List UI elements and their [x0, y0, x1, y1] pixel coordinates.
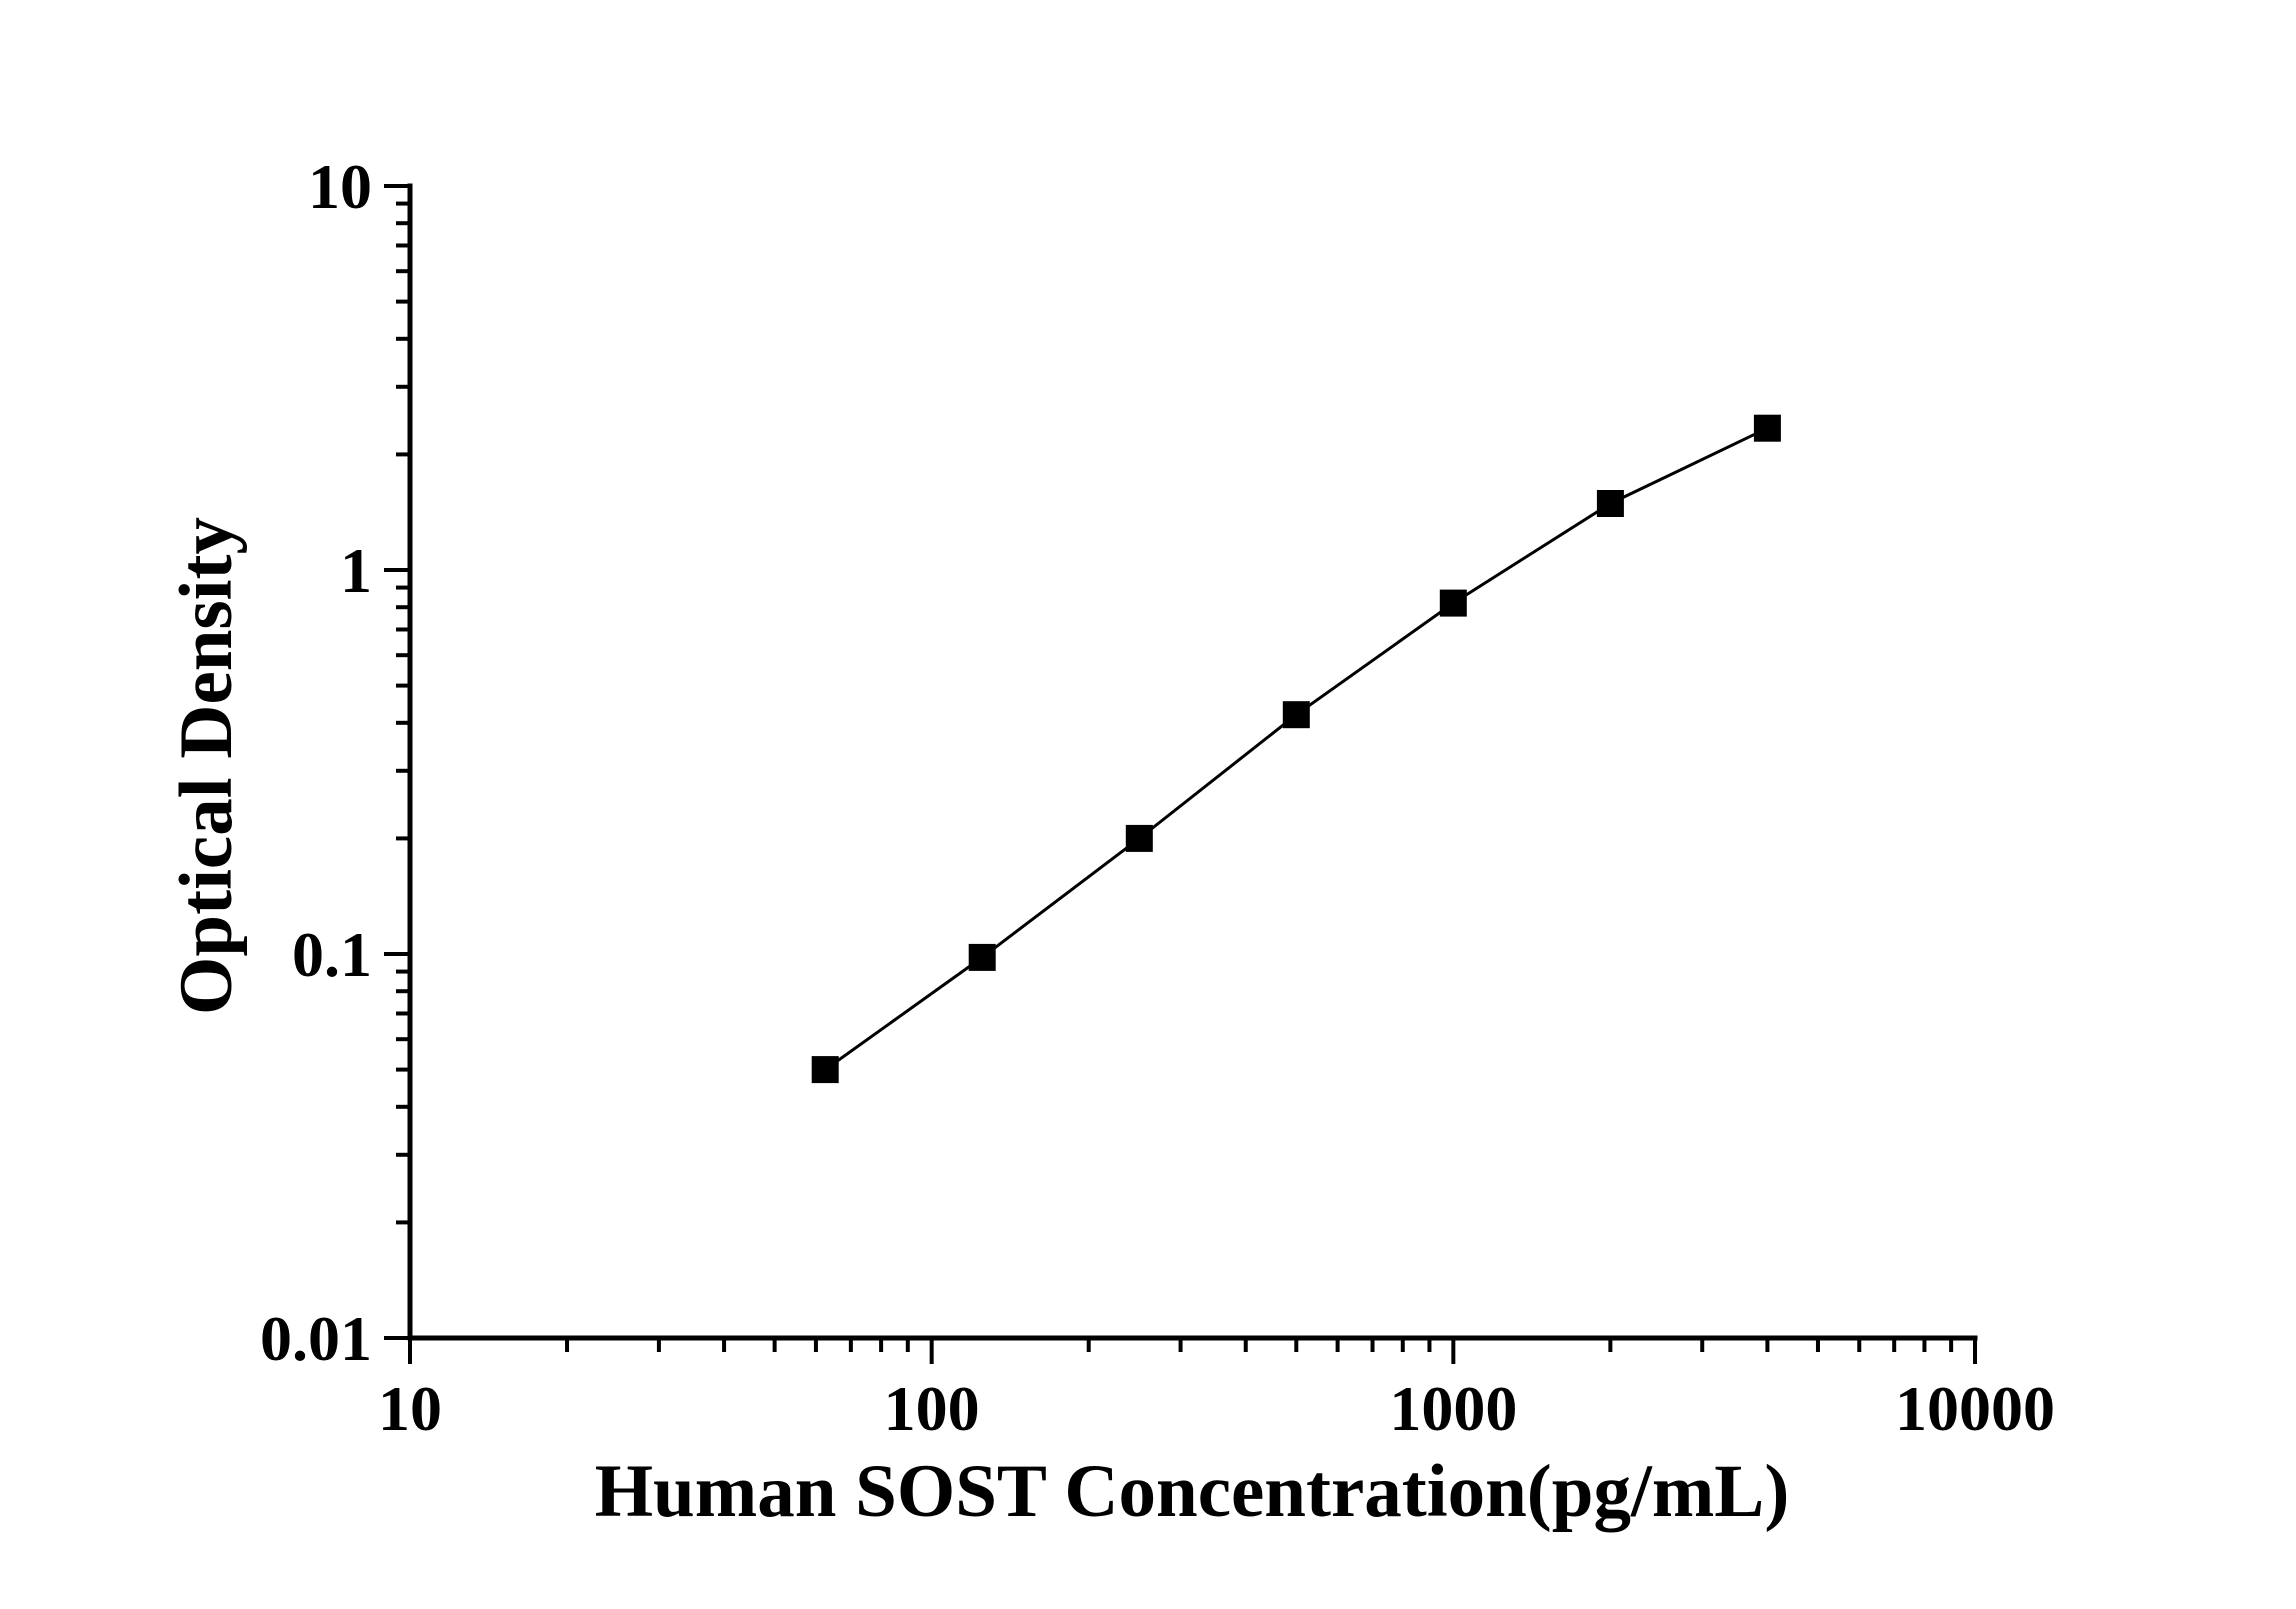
x-tick-label: 1000 — [1389, 1373, 1517, 1444]
y-axis-title: Optical Density — [165, 517, 248, 1015]
axis-tick-labels: 10 100 1000 10000 0.01 0.1 1 10 — [260, 151, 2055, 1444]
data-series — [811, 414, 1781, 1084]
axes — [407, 183, 1978, 1341]
x-tick-label: 10 — [378, 1373, 442, 1444]
x-axis-title: Human SOST Concentration(pg/mL) — [595, 1450, 1790, 1533]
data-point-marker — [811, 1056, 839, 1084]
y-tick-label: 10 — [308, 151, 372, 222]
data-point-marker — [1439, 589, 1467, 617]
data-point-marker — [1125, 824, 1153, 852]
data-point-marker — [1282, 701, 1310, 729]
curve-line — [824, 426, 1769, 1071]
y-tick-label: 0.1 — [292, 919, 372, 990]
data-point-marker — [968, 943, 996, 971]
y-tick-label: 1 — [340, 535, 372, 606]
y-tick-label: 0.01 — [260, 1303, 372, 1374]
data-point-marker — [1596, 490, 1624, 517]
x-tick-label: 10000 — [1895, 1373, 2055, 1444]
data-point-marker — [1753, 414, 1781, 442]
axis-ticks — [384, 184, 1977, 1364]
x-tick-label: 100 — [884, 1373, 980, 1444]
